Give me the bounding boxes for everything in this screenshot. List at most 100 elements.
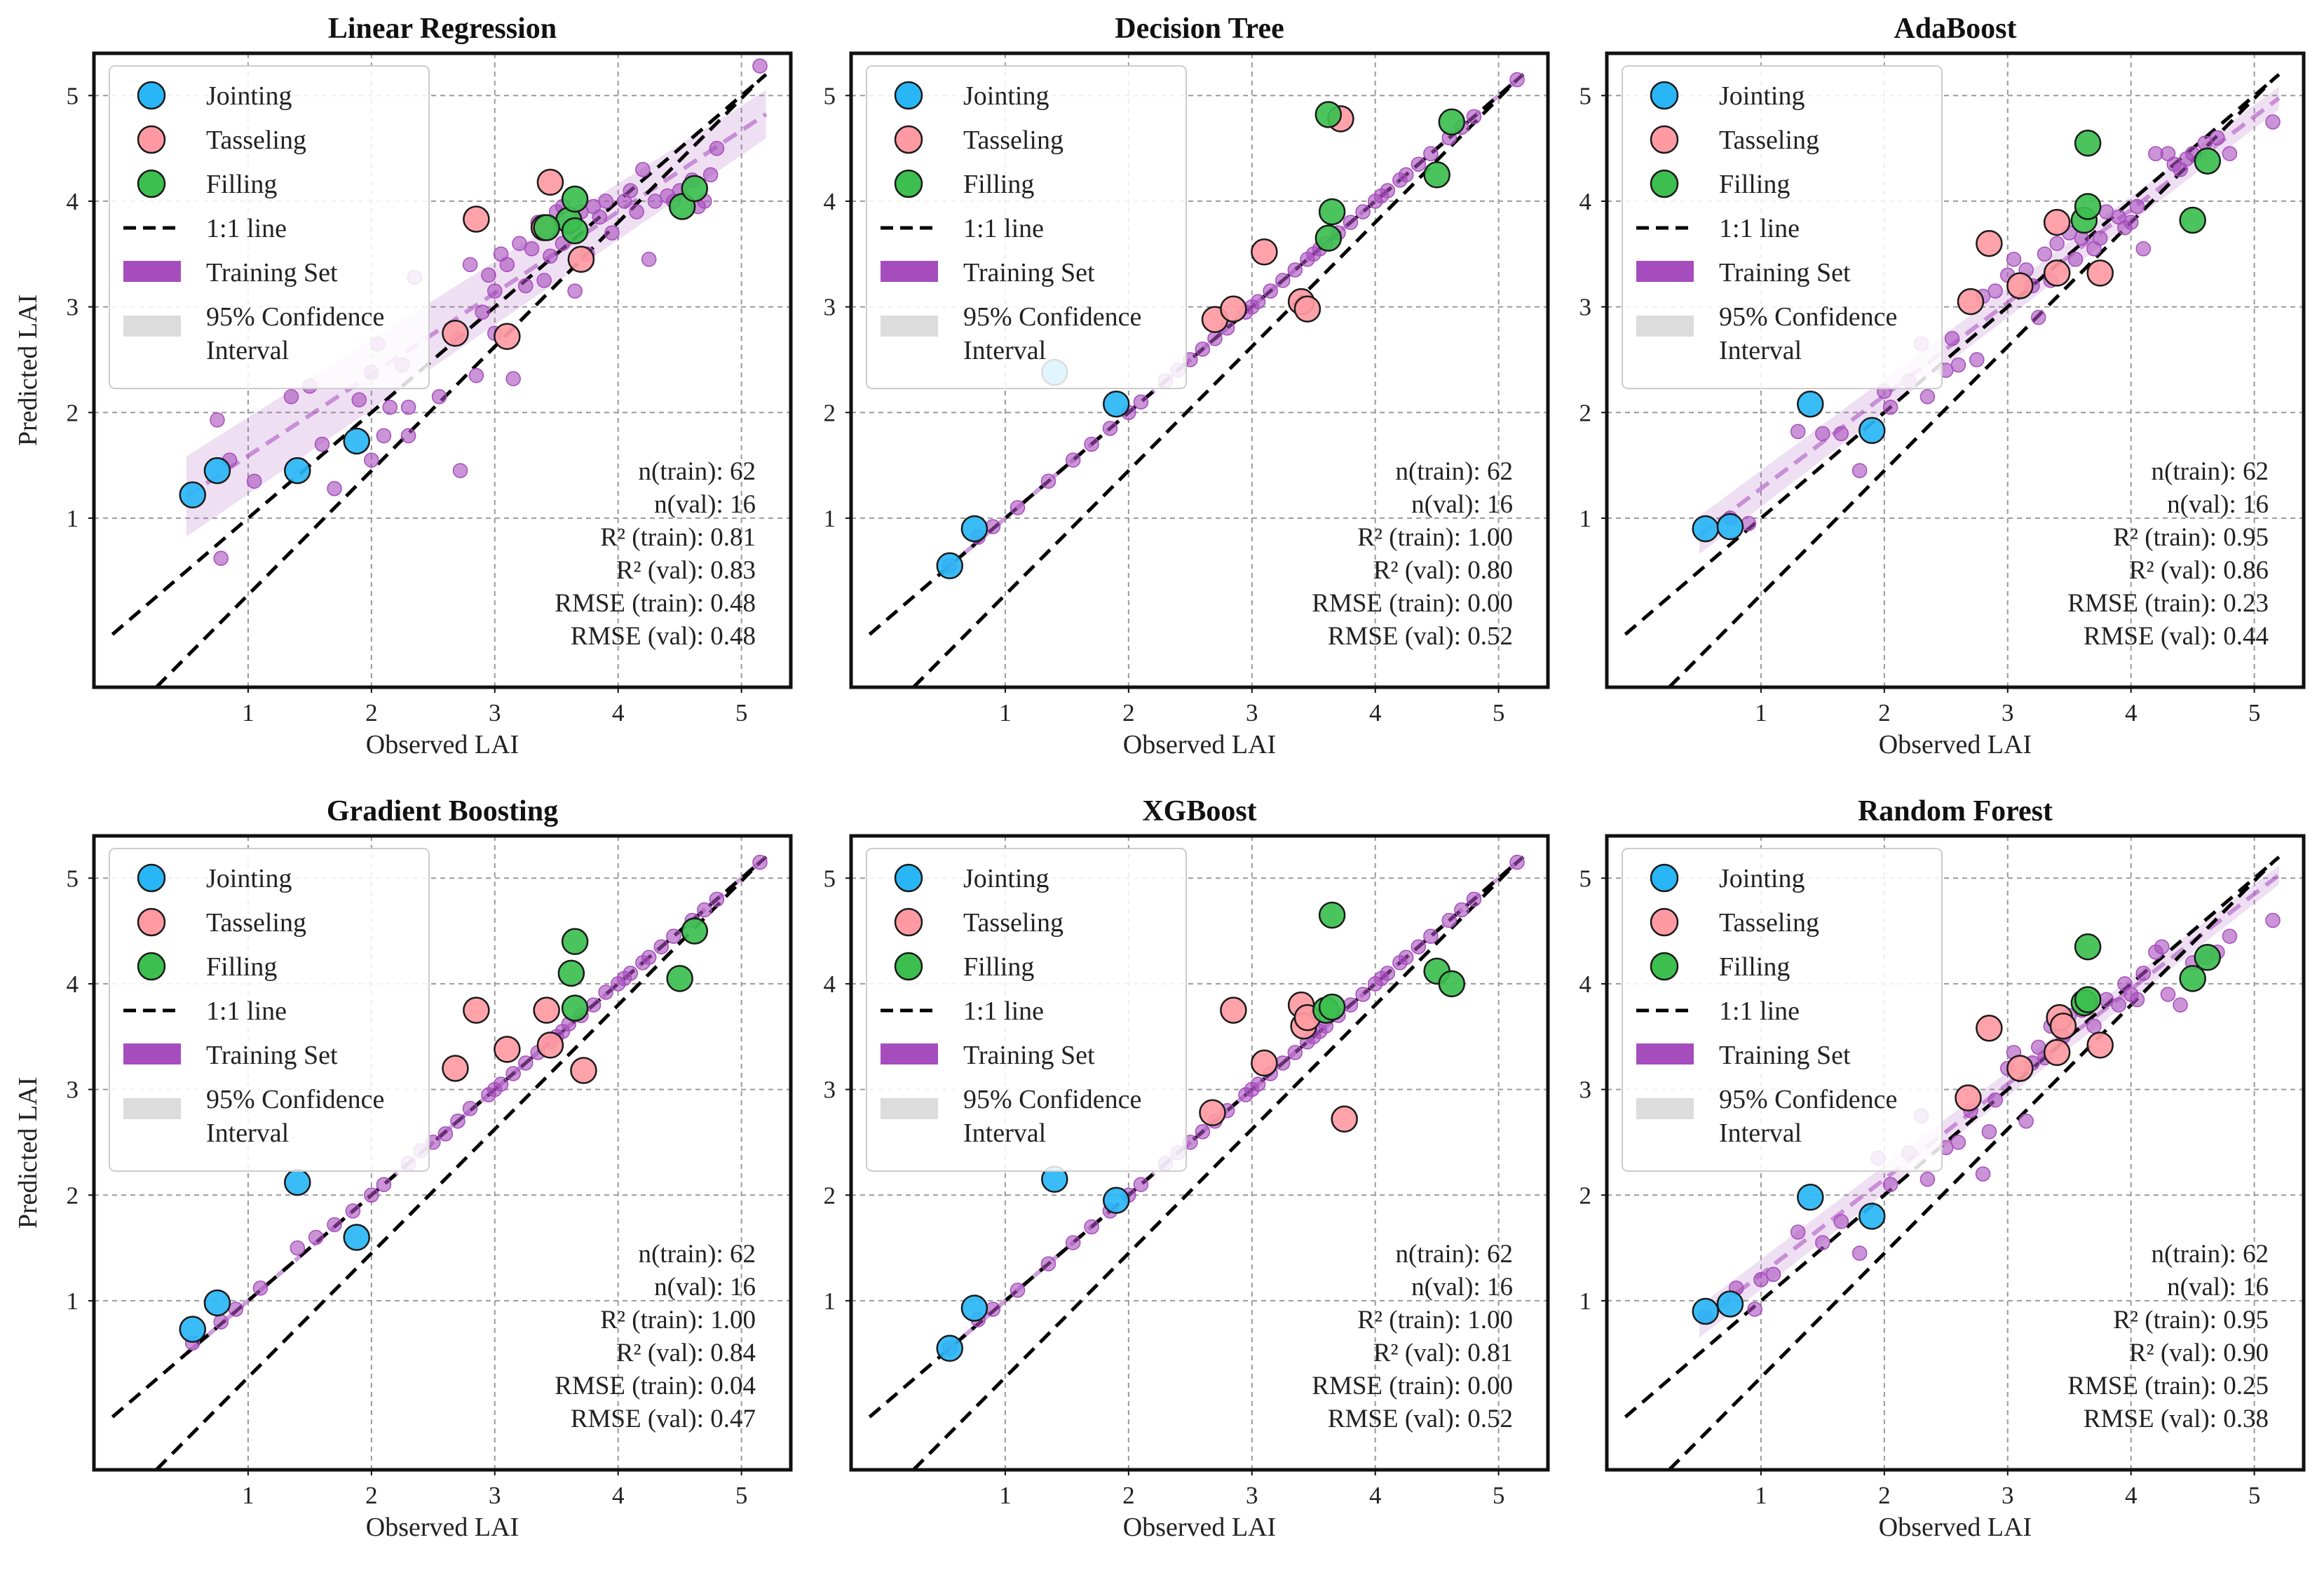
training-point [1950,357,1966,373]
legend-box [109,65,430,389]
training-point [1133,1177,1149,1192]
training-legend-marker [881,261,938,282]
training-point [2018,1114,2034,1129]
legend-box [109,848,430,1172]
training-point [985,519,1001,534]
training-point [2265,114,2281,130]
filling-point [561,994,589,1022]
y-tick-label: 5 [67,865,79,892]
training-point [437,1126,454,1142]
axes-frame [1605,834,2306,1472]
tasseling-point [570,1057,597,1084]
stats-block: n(train): 62 n(val): 16 R² (train): 1.00 R²… [1312,1240,1513,1433]
subplot-xgboost: 1 2 3 4 5 1 2 3 4 5 XGBoost Observed LAI Jointing Tas… [824,795,1550,1542]
tasseling-point [1331,1105,1358,1133]
filling-point [1438,970,1466,998]
filling-point [557,959,585,987]
training-point [1010,1283,1026,1298]
training-point [1466,891,1482,907]
ci-legend-label-line2: Interval [963,336,1046,365]
jointing-legend-marker [1650,863,1679,893]
training-legend-marker [123,261,181,282]
training-point [1509,72,1525,88]
x-tick-label: 1 [242,1482,254,1509]
x-tick-label: 5 [1493,1482,1505,1509]
x-axis-label: Observed LAI [366,1513,519,1542]
x-tick-label: 4 [1369,1482,1382,1509]
tasseling-point [1199,1099,1226,1126]
training-point [2067,252,2084,267]
training-point [246,473,262,489]
x-axis-label: Observed LAI [1879,730,2032,759]
training-point [487,283,503,299]
y-tick-label: 5 [824,865,836,892]
jointing-point [1102,390,1130,418]
x-tick-label: 2 [365,699,378,726]
jointing-legend-label: Jointing [963,864,1049,893]
stat-line: n(val): 16 [1411,1273,1513,1302]
stat-line: RMSE (train): 0.25 [2067,1372,2269,1400]
training-point [629,204,644,219]
training-point [752,58,768,74]
one-to-one-line-main [1624,73,2281,636]
tasseling-legend-marker [1650,125,1679,154]
filling-legend-label: Filling [963,952,1034,982]
training-point [505,1066,521,1081]
training-point [1411,156,1427,172]
y-tick-label: 4 [67,188,79,215]
filling-legend-marker [137,169,166,198]
training-point [1275,1055,1291,1071]
stats-block: n(train): 62 n(val): 16 R² (train): 1.00 R²… [1312,457,1513,651]
training-point [308,1229,324,1245]
ci-legend-marker [881,1098,938,1119]
training-point [2154,939,2170,954]
legend-box [1622,65,1943,389]
training-point [1207,331,1223,346]
x-tick-label: 5 [735,1482,748,1509]
training-legend-label: Training Set [1719,1041,1851,1070]
filling-point [1438,108,1466,136]
y-tick-label: 1 [1579,1287,1592,1315]
training-point [1287,262,1303,278]
training-point [1040,473,1056,489]
tasseling-point [1957,288,1985,316]
tasseling-point [442,1055,469,1082]
stat-line: n(train): 62 [639,1240,756,1269]
tasseling-legend-marker [137,125,166,154]
stat-line: RMSE (val): 0.52 [1328,622,1513,651]
legend: Jointing Tasseling Filling 1:1 line Training… [1622,65,1943,389]
x-axis-label: Observed LAI [366,730,519,759]
training-point [382,399,397,415]
jointing-point [1102,1187,1130,1215]
training-point [1398,167,1414,183]
x-tick-label: 4 [2125,1482,2138,1509]
training-point [252,1280,269,1296]
tasseling-point [533,996,560,1024]
line-legend-label: 1:1 line [206,996,287,1026]
x-tick-label: 4 [612,1482,625,1509]
training-point [1741,515,1757,532]
legend: Jointing Tasseling Filling 1:1 line Training… [109,65,430,389]
tasseling-point [1293,295,1321,323]
filling-point [1318,993,1346,1021]
training-point [1423,146,1439,161]
stat-line: n(val): 16 [654,490,756,519]
training-point [598,985,613,1000]
training-point [1833,426,1849,442]
stat-line: R² (val): 0.84 [616,1339,756,1367]
training-point [290,1240,306,1256]
stat-line: R² (val): 0.90 [2129,1339,2269,1367]
tasseling-point [1955,1084,1982,1111]
training-point [2173,997,2188,1013]
training-point [1509,854,1525,870]
subplot-adaboost: 1 2 3 4 5 1 2 3 4 5 AdaBoost Observed LAI Jointing Ta… [1579,13,2306,759]
training-point [641,252,657,267]
training-legend-label: Training Set [1719,258,1851,288]
training-point [585,997,602,1013]
training-point [468,367,484,384]
training-point [376,428,392,444]
training-point [2111,997,2126,1013]
stat-line: RMSE (train): 0.00 [1312,589,1513,618]
jointing-point [1858,1203,1886,1230]
subplot-random-forest: 1 2 3 4 5 1 2 3 4 5 Random Forest Observed LAI Joint… [1579,795,2306,1542]
